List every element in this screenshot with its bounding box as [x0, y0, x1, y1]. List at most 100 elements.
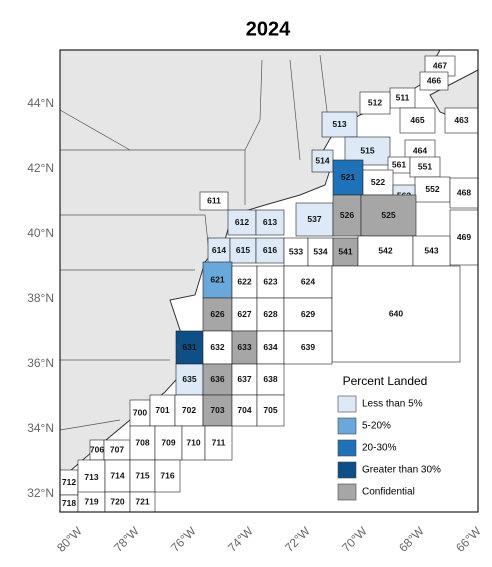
area-label: 624: [301, 276, 315, 286]
area-label: 616: [263, 245, 277, 255]
area-cell: [231, 394, 258, 427]
area-label: 636: [210, 374, 224, 384]
legend-swatch: [337, 417, 357, 435]
area-label: 719: [84, 496, 98, 506]
area-label: 512: [368, 97, 382, 107]
area-label: 706: [90, 444, 104, 454]
area-label: 720: [110, 496, 124, 506]
area-label: 716: [160, 470, 174, 480]
area-label: 613: [263, 217, 277, 227]
area-label: 551: [418, 161, 432, 171]
area-cell: [129, 425, 156, 461]
area-label: 633: [237, 342, 251, 352]
area-cell: [295, 202, 334, 237]
area-label: 715: [135, 470, 149, 480]
area-label: 714: [110, 470, 124, 480]
area-label: 465: [410, 115, 424, 125]
area-cell: [256, 394, 285, 427]
area-cell: [419, 71, 449, 91]
legend-swatch: [337, 439, 357, 457]
area-label: 634: [263, 342, 277, 352]
latitude-label: 44°N: [27, 96, 54, 110]
area-cell: [256, 363, 285, 396]
area-label: 543: [424, 245, 438, 255]
area-label: 631: [182, 342, 196, 352]
area-cell: [449, 177, 479, 209]
area-label: 621: [210, 274, 224, 284]
area-label: 623: [263, 276, 277, 286]
area-cell: [414, 176, 451, 203]
area-label: 632: [210, 342, 224, 352]
area-label: 701: [155, 405, 169, 415]
area-label: 611: [207, 195, 221, 205]
area-cell: [199, 191, 229, 211]
area-label: 537: [307, 214, 321, 224]
area-cell: [332, 159, 364, 196]
area-cell: [359, 91, 391, 115]
area-label: 705: [263, 405, 277, 415]
area-label: 710: [186, 437, 200, 447]
area-label: 514: [315, 155, 329, 165]
area-label: 463: [454, 115, 468, 125]
area-label: 464: [413, 145, 427, 155]
legend-box: [330, 370, 465, 505]
longitude-label: 76°W: [168, 524, 199, 555]
area-label: 534: [313, 246, 327, 256]
area-label: 709: [161, 437, 175, 447]
area-label: 700: [133, 407, 147, 417]
area-label: 561: [392, 159, 406, 169]
area-cell: [175, 363, 204, 396]
area-label: 615: [236, 245, 250, 255]
legend-label: Greater than 30%: [362, 465, 441, 476]
area-label: 626: [210, 309, 224, 319]
area-label: 522: [371, 177, 385, 187]
area-label: 468: [457, 187, 471, 197]
area-label: 511: [396, 92, 410, 102]
area-label: 525: [381, 210, 395, 220]
latitude-label: 32°N: [27, 486, 54, 500]
area-cell: [256, 330, 285, 365]
area-cell: [307, 237, 334, 267]
legend-label: Confidential: [362, 487, 415, 498]
area-label: 627: [237, 309, 251, 319]
area-cell: [331, 265, 461, 363]
area-cell: [321, 111, 358, 138]
area-label: 628: [263, 309, 277, 319]
area-label: 513: [332, 119, 346, 129]
area-cell: [104, 459, 131, 493]
area-cell: [412, 235, 451, 267]
area-label: 639: [301, 342, 315, 352]
area-cell: [204, 425, 233, 461]
legend-swatch: [337, 461, 357, 479]
latitude-label: 40°N: [27, 226, 54, 240]
area-label: 467: [433, 60, 447, 70]
area-cell: [283, 330, 333, 365]
area-label: 622: [237, 276, 251, 286]
area-cell: [255, 237, 285, 264]
longitude-label: 80°W: [54, 524, 85, 555]
area-label: 533: [289, 246, 303, 256]
area-cell: [256, 297, 285, 332]
area-label: 637: [237, 374, 251, 384]
area-cell: [202, 330, 233, 365]
area-label: 702: [182, 405, 196, 415]
latitude-label: 38°N: [27, 291, 54, 305]
statistical-areas: 467 466 511 512 465 463 513 515 464 514 561 551 521 5…: [59, 55, 479, 513]
area-label: 711: [212, 437, 226, 447]
longitude-label: 72°W: [282, 524, 313, 555]
area-label: 703: [210, 405, 224, 415]
area-label: 635: [182, 374, 196, 384]
area-label: 712: [62, 477, 76, 487]
area-label: 707: [110, 444, 124, 454]
legend-swatch: [337, 395, 357, 413]
legend-label: 5-20%: [362, 421, 391, 432]
area-label: 721: [135, 496, 149, 506]
map-title: 2024: [246, 18, 291, 40]
legend-label: 20-30%: [362, 443, 397, 454]
longitude-label: 68°W: [396, 524, 427, 555]
area-cell: [154, 425, 183, 461]
area-cell: [154, 459, 181, 493]
longitude-label: 66°W: [453, 524, 484, 555]
area-label: 515: [360, 145, 374, 155]
